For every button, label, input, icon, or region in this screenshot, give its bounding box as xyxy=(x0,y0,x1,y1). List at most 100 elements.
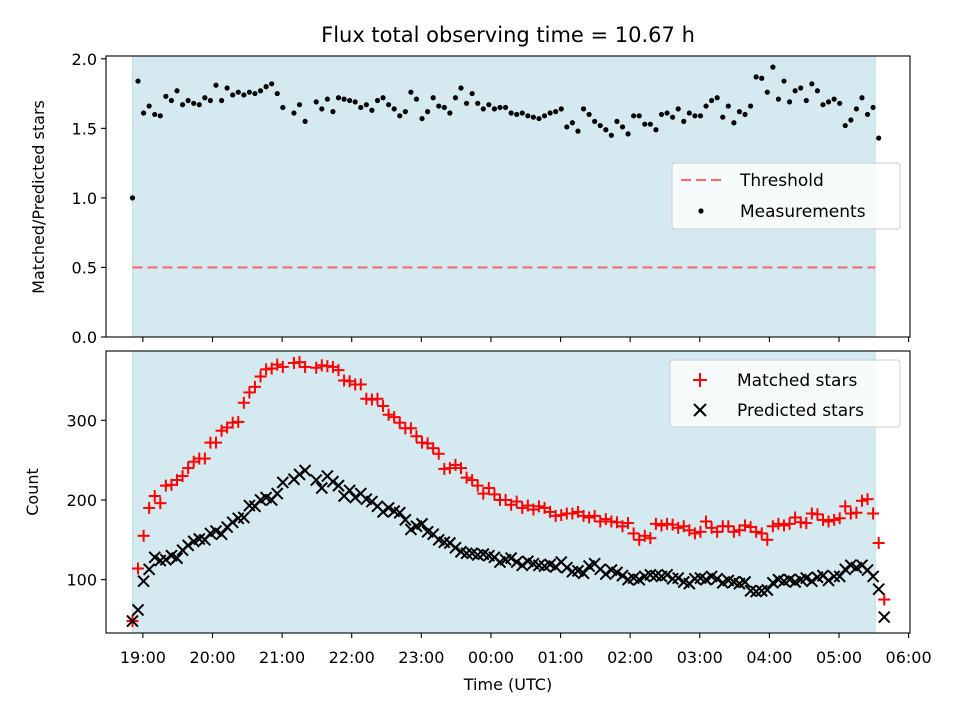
measurement-point xyxy=(319,106,325,112)
predicted-star-mark xyxy=(209,524,223,538)
measurement-point xyxy=(386,102,392,108)
predicted-star-mark xyxy=(660,568,674,582)
measurement-point xyxy=(820,102,826,108)
matched-star-point xyxy=(839,500,852,513)
predicted-star-mark xyxy=(126,614,139,628)
predicted-star-mark xyxy=(710,572,724,586)
predicted-star-point xyxy=(181,539,195,552)
measurement-point xyxy=(335,95,342,101)
measurement-point xyxy=(670,114,676,120)
predicted-star-point xyxy=(516,559,529,572)
measurement-point xyxy=(391,106,397,112)
measurement-point xyxy=(341,96,347,102)
counts-panel: 100 200 300 19:00 20:00 21:00 22:00 23:00 00:00… xyxy=(23,350,932,694)
predicted-star-point xyxy=(761,583,774,597)
measurement-point xyxy=(363,102,369,108)
measurement-point xyxy=(597,122,603,129)
predicted-star-point xyxy=(271,487,284,500)
predicted-star-mark xyxy=(226,516,239,529)
predicted-star-mark xyxy=(599,567,613,581)
measurement-point xyxy=(152,111,158,118)
matched-star-point xyxy=(310,361,323,374)
counts-y-tick-label: 100 xyxy=(66,571,97,590)
predicted-star-mark xyxy=(142,563,156,576)
predicted-star-point xyxy=(209,524,223,538)
measurement-point xyxy=(642,121,648,127)
predicted-star-mark xyxy=(271,487,284,500)
predicted-star-mark xyxy=(315,481,328,495)
predicted-star-mark xyxy=(588,557,601,570)
predicted-star-mark xyxy=(438,535,451,549)
matched-star-point xyxy=(833,512,846,525)
measurement-point xyxy=(191,100,197,106)
measurement-point xyxy=(458,85,464,91)
predicted-star-mark xyxy=(805,575,819,588)
matched-star-point xyxy=(638,529,651,542)
predicted-star-point xyxy=(148,551,161,564)
predicted-star-mark xyxy=(432,533,445,547)
measurement-point xyxy=(619,124,626,130)
predicted-star-point xyxy=(415,517,429,531)
matched-star-point xyxy=(750,525,763,538)
predicted-star-mark xyxy=(861,563,874,577)
measurement-point xyxy=(380,95,386,101)
predicted-star-point xyxy=(599,567,613,581)
measurement-point xyxy=(747,103,754,109)
predicted-star-mark xyxy=(326,475,340,488)
measurement-point xyxy=(514,111,520,118)
predicted-star-point xyxy=(833,570,846,583)
predicted-star-mark xyxy=(761,583,774,597)
predicted-star-mark xyxy=(449,541,462,554)
measurement-point xyxy=(486,102,492,108)
predicted-star-point xyxy=(159,553,173,566)
measurement-point xyxy=(135,78,141,84)
measurement-point xyxy=(853,106,860,112)
matched-star-point xyxy=(237,396,250,409)
measurement-point xyxy=(174,88,180,94)
predicted-star-mark xyxy=(137,575,150,588)
predicted-star-mark xyxy=(454,545,468,558)
matched-star-point xyxy=(828,513,841,526)
predicted-star-mark xyxy=(722,574,735,587)
measurement-point xyxy=(753,74,759,80)
matched-star-point xyxy=(739,519,752,532)
x-tick-label: 21:00 xyxy=(259,648,305,667)
measurement-point xyxy=(235,89,241,95)
predicted-star-mark xyxy=(159,553,173,566)
measurement-point xyxy=(224,85,230,91)
measurement-point xyxy=(864,111,871,118)
measurement-point xyxy=(842,122,848,129)
matched-star-point xyxy=(488,488,501,501)
measurement-point xyxy=(547,110,553,116)
predicted-star-mark xyxy=(310,473,323,487)
measurement-point xyxy=(775,96,782,102)
predicted-star-mark xyxy=(399,513,412,527)
predicted-star-point xyxy=(766,576,780,590)
predicted-star-mark xyxy=(671,571,685,585)
matched-star-point xyxy=(872,536,885,549)
predicted-star-mark xyxy=(605,563,618,577)
predicted-stars-points xyxy=(126,464,891,628)
matched-star-point xyxy=(727,525,740,538)
measurement-point xyxy=(263,84,269,90)
counts-x-ticks: 19:00 20:00 21:00 22:00 23:00 00:00 01:00 02:00… xyxy=(120,633,932,667)
matched-star-point xyxy=(800,517,813,530)
predicted-star-point xyxy=(460,547,473,560)
measurement-point xyxy=(352,99,358,105)
measurement-point xyxy=(374,97,381,104)
ratio-x-ticks xyxy=(142,337,910,342)
predicted-star-point xyxy=(404,523,418,536)
ratio-y-tick-label: 0.5 xyxy=(72,258,97,277)
predicted-star-mark xyxy=(237,511,251,524)
measurement-point xyxy=(408,89,414,95)
predicted-star-mark xyxy=(705,570,718,583)
measurement-point xyxy=(536,115,542,122)
predicted-star-mark xyxy=(766,576,780,590)
predicted-star-point xyxy=(298,464,312,477)
predicted-star-point xyxy=(315,481,328,495)
counts-y-tick-label: 300 xyxy=(66,411,97,430)
predicted-star-mark xyxy=(415,517,429,531)
matched-star-point xyxy=(510,495,523,508)
x-tick-label: 19:00 xyxy=(120,648,166,667)
measurement-point xyxy=(397,113,403,119)
